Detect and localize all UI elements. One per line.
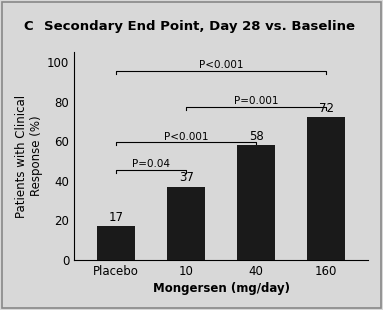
- X-axis label: Mongersen (mg/day): Mongersen (mg/day): [153, 282, 290, 295]
- Text: 72: 72: [319, 102, 334, 115]
- Text: P=0.001: P=0.001: [234, 96, 278, 106]
- Text: 37: 37: [179, 171, 194, 184]
- Bar: [97, 226, 136, 260]
- Text: C: C: [23, 20, 33, 33]
- Text: P<0.001: P<0.001: [164, 132, 208, 142]
- Text: P=0.04: P=0.04: [132, 159, 170, 169]
- Text: P<0.001: P<0.001: [199, 60, 243, 70]
- Bar: [307, 117, 345, 260]
- Text: 58: 58: [249, 130, 264, 143]
- Bar: [167, 187, 205, 260]
- Text: 17: 17: [109, 211, 124, 224]
- Text: Secondary End Point, Day 28 vs. Baseline: Secondary End Point, Day 28 vs. Baseline: [44, 20, 355, 33]
- Y-axis label: Patients with Clinical
Response (%): Patients with Clinical Response (%): [15, 95, 43, 218]
- Bar: [237, 145, 275, 260]
